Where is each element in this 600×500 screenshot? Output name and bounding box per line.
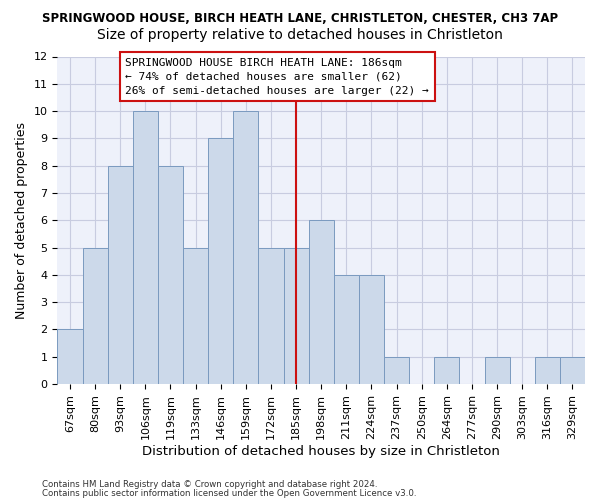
X-axis label: Distribution of detached houses by size in Christleton: Distribution of detached houses by size …	[142, 444, 500, 458]
Bar	[107, 166, 133, 384]
Bar	[384, 357, 409, 384]
Bar	[560, 357, 585, 384]
Text: Size of property relative to detached houses in Christleton: Size of property relative to detached ho…	[97, 28, 503, 42]
Text: Contains HM Land Registry data © Crown copyright and database right 2024.: Contains HM Land Registry data © Crown c…	[42, 480, 377, 489]
Bar	[158, 166, 183, 384]
Bar	[535, 357, 560, 384]
Bar	[133, 111, 158, 384]
Text: SPRINGWOOD HOUSE, BIRCH HEATH LANE, CHRISTLETON, CHESTER, CH3 7AP: SPRINGWOOD HOUSE, BIRCH HEATH LANE, CHRI…	[42, 12, 558, 26]
Bar	[284, 248, 308, 384]
Bar	[308, 220, 334, 384]
Text: Contains public sector information licensed under the Open Government Licence v3: Contains public sector information licen…	[42, 488, 416, 498]
Bar	[359, 275, 384, 384]
Bar	[83, 248, 107, 384]
Bar	[208, 138, 233, 384]
Bar	[183, 248, 208, 384]
Bar	[485, 357, 509, 384]
Bar	[434, 357, 460, 384]
Bar	[233, 111, 259, 384]
Text: SPRINGWOOD HOUSE BIRCH HEATH LANE: 186sqm
← 74% of detached houses are smaller (: SPRINGWOOD HOUSE BIRCH HEATH LANE: 186sq…	[125, 58, 429, 96]
Bar	[58, 330, 83, 384]
Y-axis label: Number of detached properties: Number of detached properties	[15, 122, 28, 319]
Bar	[334, 275, 359, 384]
Bar	[259, 248, 284, 384]
